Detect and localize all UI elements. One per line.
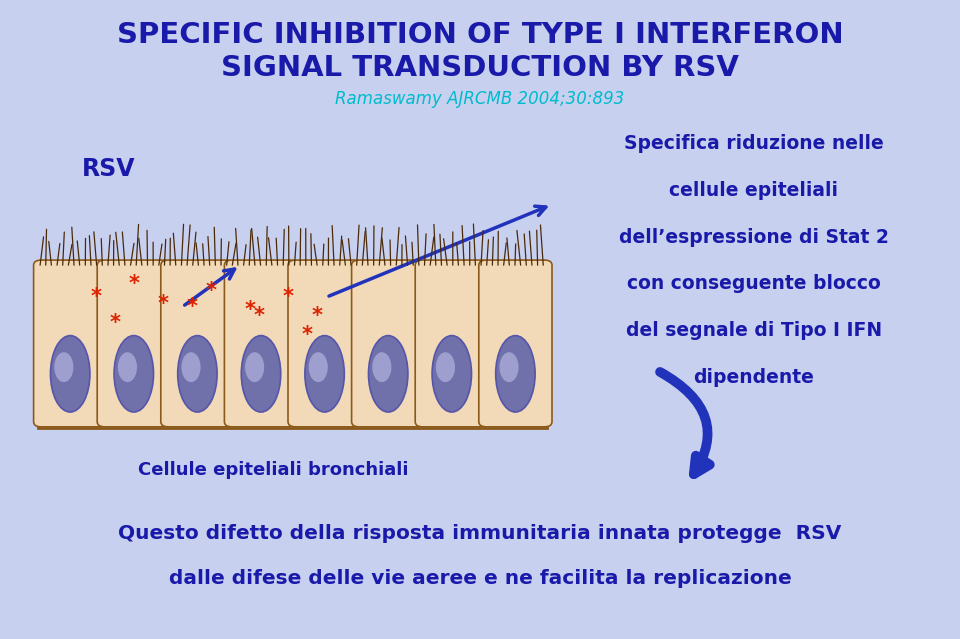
FancyBboxPatch shape [38,262,547,428]
Ellipse shape [55,352,73,382]
Text: *: * [157,293,169,314]
FancyBboxPatch shape [415,260,489,427]
Text: Specifica riduzione nelle: Specifica riduzione nelle [624,134,883,153]
Ellipse shape [499,352,518,382]
Text: *: * [129,274,140,295]
Text: dell’espressione di Stat 2: dell’espressione di Stat 2 [618,227,889,247]
Ellipse shape [495,335,535,412]
Text: *: * [186,296,198,317]
Ellipse shape [436,352,455,382]
Text: Cellule epiteliali bronchiali: Cellule epiteliali bronchiali [138,461,409,479]
Ellipse shape [181,352,201,382]
Text: *: * [109,312,121,333]
Ellipse shape [245,352,264,382]
Text: RSV: RSV [82,157,135,181]
Ellipse shape [241,335,280,412]
Ellipse shape [369,335,408,412]
FancyBboxPatch shape [34,260,107,427]
Text: SIGNAL TRANSDUCTION BY RSV: SIGNAL TRANSDUCTION BY RSV [221,54,739,82]
Ellipse shape [51,335,90,412]
Ellipse shape [432,335,471,412]
Text: *: * [244,300,255,320]
Text: *: * [253,306,265,327]
Text: *: * [301,325,313,346]
Text: dipendente: dipendente [693,367,814,387]
Text: *: * [90,287,102,307]
FancyArrowPatch shape [660,372,709,474]
Ellipse shape [118,352,137,382]
Text: *: * [282,287,294,307]
Text: *: * [311,306,323,327]
FancyBboxPatch shape [288,260,361,427]
Ellipse shape [309,352,327,382]
Ellipse shape [305,335,345,412]
Text: Ramaswamy AJRCMB 2004;30:893: Ramaswamy AJRCMB 2004;30:893 [335,90,625,108]
Text: con conseguente blocco: con conseguente blocco [627,274,880,293]
Text: *: * [205,281,217,301]
Text: del segnale di Tipo I IFN: del segnale di Tipo I IFN [626,321,881,340]
Text: dalle difese delle vie aeree e ne facilita la replicazione: dalle difese delle vie aeree e ne facili… [169,569,791,588]
FancyBboxPatch shape [351,260,424,427]
Text: cellule epiteliali: cellule epiteliali [669,181,838,200]
Ellipse shape [372,352,392,382]
FancyBboxPatch shape [225,260,298,427]
Text: Questo difetto della risposta immunitaria innata protegge  RSV: Questo difetto della risposta immunitari… [118,524,842,543]
FancyBboxPatch shape [97,260,171,427]
Ellipse shape [114,335,154,412]
Ellipse shape [178,335,217,412]
Text: SPECIFIC INHIBITION OF TYPE I INTERFERON: SPECIFIC INHIBITION OF TYPE I INTERFERON [117,21,843,49]
FancyBboxPatch shape [479,260,552,427]
FancyBboxPatch shape [161,260,234,427]
